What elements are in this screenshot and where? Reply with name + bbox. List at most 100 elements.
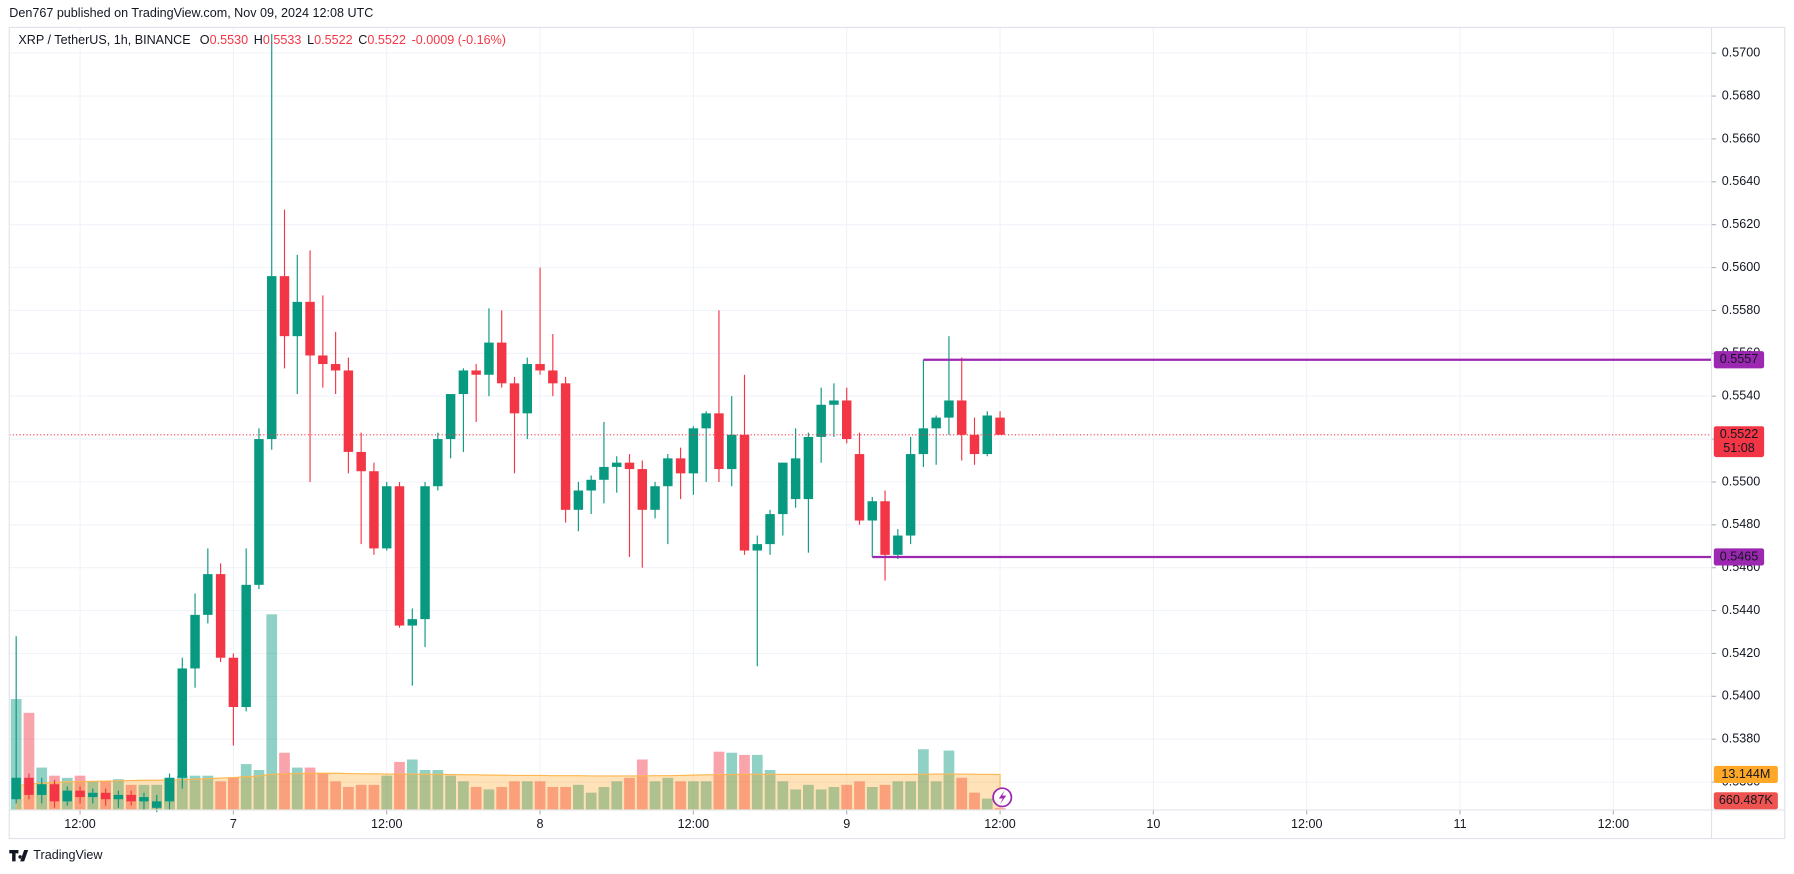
candle-body (956, 400, 967, 435)
legend-value: 0.5533 (263, 34, 301, 48)
volume-bar (266, 614, 278, 810)
level-label-box (1713, 351, 1765, 369)
volume-bar (445, 775, 456, 810)
brand: TradingView (9, 848, 103, 862)
candle-body (458, 370, 469, 395)
volume-last-label: 660.487K (1719, 793, 1773, 807)
volume-bar (560, 787, 571, 810)
candle-body (573, 490, 584, 510)
candle-body (663, 458, 673, 487)
candle-body (803, 436, 814, 500)
volume-bar (649, 781, 661, 810)
candle-body (944, 400, 954, 418)
candle-body (279, 276, 290, 337)
candle-body (905, 454, 916, 536)
volume-bar (892, 781, 904, 810)
y-tick-label: 0.5440 (1722, 603, 1760, 617)
volume-bar (470, 787, 482, 810)
volume-bar (624, 777, 635, 810)
y-tick-label: 0.5420 (1722, 646, 1760, 660)
volume-bar (611, 781, 623, 810)
volume-bar (343, 787, 354, 810)
volume-bar (368, 784, 380, 810)
volume-ma-box (1713, 765, 1778, 784)
y-tick-label: 0.5400 (1722, 689, 1760, 703)
volume-bar (406, 759, 418, 810)
volume-bar (943, 750, 955, 810)
legend-symbol: XRP / TetherUS, 1h, BINANCE (18, 34, 190, 48)
candle-body (995, 417, 1005, 435)
volume-bar (662, 777, 674, 810)
candle-body (969, 434, 980, 455)
level-label: 0.5557 (1720, 352, 1758, 366)
header: Den767 published on TradingView.com, Nov… (9, 6, 373, 20)
candle-body (535, 364, 545, 371)
volume-bar (815, 789, 827, 810)
candle-body (433, 439, 443, 487)
candle-body (701, 413, 711, 429)
last-price-label: 0.5522 (1720, 427, 1758, 441)
candle-body (522, 364, 533, 414)
countdown: 51:08 (1723, 441, 1754, 455)
volume-bar (202, 775, 214, 810)
volume-bar (905, 781, 916, 810)
volume-bar (981, 798, 993, 810)
y-tick-label: 0.5660 (1722, 131, 1760, 145)
volume-bar (496, 787, 508, 810)
candle-body (369, 471, 379, 549)
volume-bar (291, 767, 303, 810)
y-tick-label: 0.5640 (1722, 174, 1760, 188)
y-tick-label: 0.5620 (1722, 217, 1760, 231)
x-tick-label: 10 (1146, 817, 1160, 831)
candle-body (49, 784, 60, 802)
legend-value: 0.5530 (210, 34, 248, 48)
y-tick-label: 0.5600 (1722, 260, 1760, 274)
volume-bar (675, 781, 686, 810)
candle-body (318, 355, 328, 365)
volume-bar (700, 781, 712, 810)
volume-bar (355, 784, 367, 810)
candle-body (931, 417, 941, 429)
x-tick-label: 12:00 (678, 817, 709, 831)
candle-body (266, 276, 277, 440)
last-price-box (1713, 426, 1765, 458)
candle-body (445, 394, 456, 440)
candle-body (739, 434, 750, 551)
volume-bar (547, 787, 559, 810)
candle-body (11, 777, 21, 800)
legend-value: 0.5522 (367, 34, 405, 48)
volume-bar (381, 775, 393, 810)
volume-bar (176, 775, 188, 810)
volume-bar (458, 781, 469, 810)
candle-body (407, 619, 418, 626)
candle-body (918, 428, 929, 455)
candle-body (599, 466, 609, 480)
x-tick-label: 11 (1454, 817, 1467, 831)
level-label: 0.5465 (1720, 549, 1758, 563)
candle-body (611, 462, 622, 467)
candle-body (714, 413, 724, 470)
candle-body (420, 486, 430, 620)
volume-bar (930, 781, 942, 810)
volume-layer (10, 614, 1006, 811)
volume-bar (189, 775, 201, 810)
volume-bar (598, 787, 610, 810)
volume-bar (803, 784, 814, 810)
volume-last-box (1713, 792, 1778, 810)
volume-bar (841, 784, 853, 810)
volume-bar (509, 781, 520, 810)
candle-body (867, 501, 878, 521)
volume-bar (918, 749, 929, 810)
candle-body (778, 462, 788, 515)
candle-body (126, 794, 136, 802)
candle-body (305, 301, 315, 356)
candle-body (790, 458, 801, 500)
candle-body (203, 574, 213, 615)
volume-bar (777, 781, 789, 810)
candle-body (343, 370, 354, 452)
candle-layer (11, 33, 1005, 813)
y-tick-label: 0.5540 (1722, 389, 1760, 403)
candle-body (88, 792, 98, 798)
volume-bar (854, 781, 865, 810)
